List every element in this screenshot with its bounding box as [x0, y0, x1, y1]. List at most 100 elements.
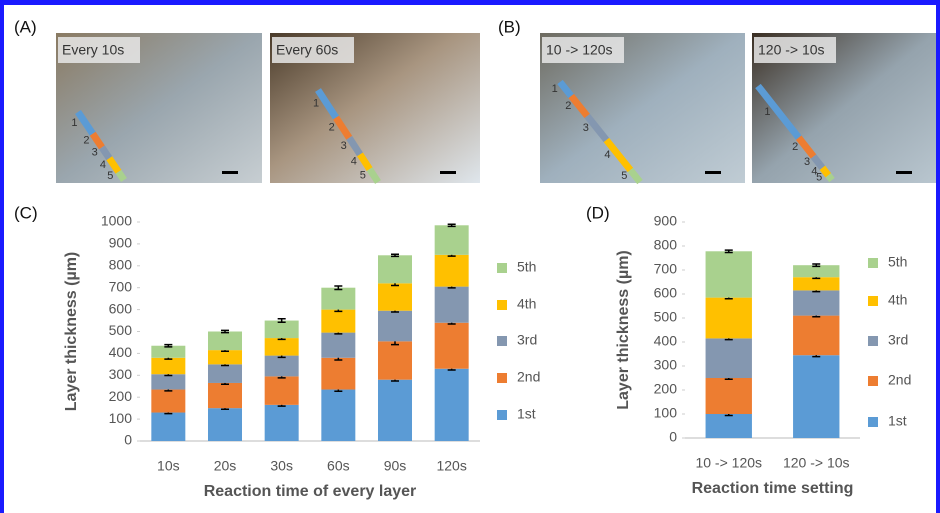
scale-bar [440, 171, 456, 174]
bar-segment [265, 338, 299, 356]
y-tick-label: 0 [669, 429, 677, 445]
legend-label: 5th [517, 259, 536, 275]
bar-segment [265, 405, 299, 441]
scale-bar [705, 171, 721, 174]
figure: (A) (B) (C) (D) Every 10s12345Every 60s1… [0, 0, 940, 513]
panel-label: (A) [14, 17, 37, 36]
photo-caption: Every 60s [276, 42, 338, 58]
panel-label: (C) [14, 203, 38, 222]
y-tick-label: 500 [109, 322, 133, 338]
bar-segment [321, 310, 355, 333]
layer-marker: 3 [804, 156, 810, 168]
bar-segment [435, 225, 469, 255]
layer-marker: 2 [565, 100, 571, 112]
legend-label: 3rd [888, 332, 908, 348]
bar-segment [208, 364, 242, 383]
bar-segment [793, 277, 839, 290]
bar-segment [378, 341, 412, 379]
layer-marker: 4 [604, 149, 610, 161]
y-tick-label: 700 [109, 278, 133, 294]
bar-segment [151, 413, 185, 441]
bar-segment [706, 298, 752, 339]
layer-strip [822, 168, 828, 176]
x-tick-label: 10s [157, 458, 180, 474]
bar-segment [208, 383, 242, 408]
bar-segment [265, 321, 299, 339]
legend-label: 4th [888, 292, 907, 308]
layer-marker: 1 [764, 106, 770, 118]
bar-segment [706, 338, 752, 378]
scale-bar [222, 171, 238, 174]
bar-segment [435, 323, 469, 369]
legend-label: 3rd [517, 332, 537, 348]
legend-label: 2nd [517, 369, 540, 385]
legend-swatch [868, 417, 878, 427]
legend-swatch [497, 300, 507, 310]
y-tick-label: 1000 [101, 213, 132, 229]
legend-swatch [868, 336, 878, 346]
bar-segment [208, 408, 242, 441]
legend-swatch [497, 336, 507, 346]
y-tick-label: 800 [654, 237, 678, 253]
bar-segment [265, 376, 299, 404]
legend-swatch [868, 376, 878, 386]
x-tick-label: 120 -> 10s [783, 455, 850, 471]
bar-segment [435, 255, 469, 287]
layer-marker: 1 [313, 98, 319, 110]
bar-segment [265, 356, 299, 377]
y-tick-label: 600 [654, 285, 678, 301]
y-tick-label: 500 [654, 309, 678, 325]
frame-right [936, 0, 940, 513]
bar-segment [706, 251, 752, 297]
y-axis-title: Layer thickness (µm) [63, 252, 80, 412]
legend-label: 1st [888, 413, 907, 429]
y-tick-label: 300 [109, 366, 133, 382]
bar-segment [435, 287, 469, 323]
bar-segment [793, 316, 839, 356]
x-axis-title: Reaction time setting [692, 480, 854, 497]
bar-segment [706, 378, 752, 414]
layer-marker: 2 [329, 122, 335, 134]
y-tick-label: 400 [654, 333, 678, 349]
layer-marker: 3 [583, 122, 589, 134]
bar-segment [151, 358, 185, 374]
layer-marker: 1 [71, 117, 77, 129]
y-tick-label: 600 [109, 300, 133, 316]
legend-label: 5th [888, 254, 907, 270]
layer-marker: 3 [341, 140, 347, 152]
y-tick-label: 200 [109, 388, 133, 404]
layer-marker: 1 [552, 83, 558, 95]
bar-segment [321, 390, 355, 441]
layer-strip [828, 175, 832, 180]
x-tick-label: 10 -> 120s [695, 455, 762, 471]
frame-left [0, 0, 4, 513]
legend-swatch [497, 373, 507, 383]
panel-label: (B) [498, 17, 521, 36]
x-tick-label: 30s [270, 458, 293, 474]
y-tick-label: 100 [109, 410, 133, 426]
layer-strip [118, 172, 124, 180]
x-tick-label: 120s [436, 458, 466, 474]
bar-segment [378, 255, 412, 283]
x-tick-label: 20s [214, 458, 237, 474]
y-tick-label: 200 [654, 381, 678, 397]
bar-segment [378, 283, 412, 310]
legend-label: 1st [517, 406, 536, 422]
x-tick-label: 60s [327, 458, 350, 474]
y-tick-label: 700 [654, 261, 678, 277]
legend-swatch [868, 296, 878, 306]
photo-caption: 120 -> 10s [758, 42, 825, 58]
layer-marker: 5 [360, 169, 366, 181]
layer-marker: 2 [792, 141, 798, 153]
photo-caption: Every 10s [62, 42, 124, 58]
bar-segment [151, 390, 185, 413]
bar-segment [793, 355, 839, 438]
x-tick-label: 90s [384, 458, 407, 474]
bar-segment [151, 374, 185, 389]
legend-label: 2nd [888, 372, 911, 388]
layer-marker: 4 [351, 156, 357, 168]
bar-segment [378, 380, 412, 441]
y-tick-label: 300 [654, 357, 678, 373]
y-tick-label: 400 [109, 344, 133, 360]
bar-segment [378, 311, 412, 342]
